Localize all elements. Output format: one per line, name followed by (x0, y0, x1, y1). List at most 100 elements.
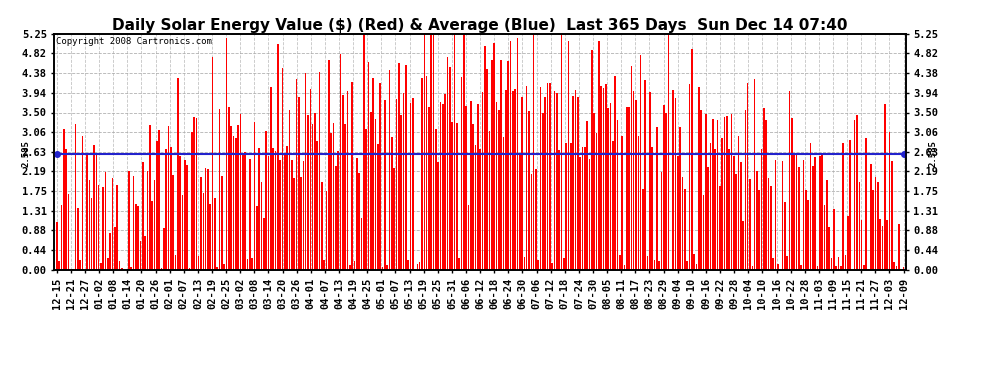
Bar (684, 189, 686, 270)
Bar (863, 266, 865, 270)
Bar (212, 57, 214, 270)
Bar (135, 204, 137, 270)
Bar (572, 96, 574, 270)
Bar (77, 208, 78, 270)
Bar (460, 78, 462, 270)
Bar (531, 174, 533, 270)
Bar (503, 137, 504, 270)
Bar (675, 98, 676, 270)
Bar (796, 153, 797, 270)
Bar (482, 92, 483, 270)
Bar (484, 46, 486, 270)
Bar (626, 107, 628, 270)
Bar (768, 178, 769, 270)
Bar (740, 162, 742, 270)
Bar (565, 143, 567, 270)
Bar (428, 108, 430, 270)
Bar (165, 150, 167, 270)
Bar (826, 180, 828, 270)
Bar (696, 264, 697, 270)
Bar (247, 259, 248, 270)
Bar (440, 102, 442, 270)
Bar (331, 133, 332, 270)
Bar (746, 83, 748, 270)
Bar (751, 266, 753, 270)
Bar (712, 119, 714, 270)
Bar (640, 55, 642, 270)
Bar (586, 121, 588, 270)
Bar (356, 158, 357, 270)
Bar (393, 168, 395, 270)
Bar (131, 267, 132, 270)
Bar (133, 176, 135, 270)
Bar (777, 264, 779, 270)
Bar (775, 160, 776, 270)
Bar (381, 267, 383, 270)
Bar (810, 142, 811, 270)
Bar (519, 154, 521, 270)
Bar (310, 89, 311, 270)
Bar (496, 102, 497, 270)
Bar (651, 147, 653, 270)
Bar (167, 126, 169, 270)
Bar (151, 201, 153, 270)
Bar (596, 133, 597, 270)
Bar (349, 265, 350, 270)
Bar (829, 227, 830, 270)
Bar (498, 110, 500, 270)
Bar (842, 143, 843, 270)
Bar (805, 190, 807, 270)
Bar (858, 182, 860, 270)
Bar (438, 162, 440, 270)
Bar (386, 265, 388, 270)
Bar (424, 34, 425, 270)
Bar (272, 148, 274, 270)
Bar (636, 100, 637, 270)
Bar (219, 110, 221, 270)
Bar (121, 268, 123, 270)
Bar (703, 195, 704, 270)
Bar (638, 136, 640, 270)
Bar (412, 98, 414, 270)
Bar (174, 255, 176, 270)
Bar (551, 263, 553, 270)
Bar (267, 156, 269, 270)
Bar (714, 149, 716, 270)
Bar (95, 155, 97, 270)
Bar (367, 62, 369, 270)
Bar (670, 269, 671, 270)
Bar (407, 260, 409, 270)
Bar (72, 269, 74, 270)
Bar (321, 182, 323, 270)
Bar (633, 92, 635, 270)
Bar (793, 154, 795, 270)
Bar (593, 113, 595, 270)
Bar (410, 103, 411, 270)
Bar (119, 261, 121, 270)
Bar (663, 105, 664, 270)
Bar (403, 93, 404, 270)
Text: 2.585: 2.585 (929, 140, 938, 167)
Bar (181, 195, 183, 270)
Bar (158, 130, 160, 270)
Bar (533, 34, 535, 270)
Bar (782, 161, 783, 270)
Bar (544, 97, 546, 270)
Bar (260, 182, 262, 270)
Bar (107, 258, 109, 270)
Bar (668, 34, 669, 270)
Bar (291, 160, 292, 270)
Bar (200, 177, 202, 270)
Bar (256, 206, 257, 270)
Bar (433, 34, 435, 270)
Bar (405, 65, 407, 270)
Bar (558, 150, 560, 270)
Bar (653, 260, 655, 270)
Bar (689, 84, 690, 270)
Bar (824, 205, 826, 270)
Bar (693, 254, 695, 270)
Bar (660, 172, 662, 270)
Bar (238, 124, 239, 270)
Bar (543, 113, 544, 270)
Bar (338, 152, 339, 270)
